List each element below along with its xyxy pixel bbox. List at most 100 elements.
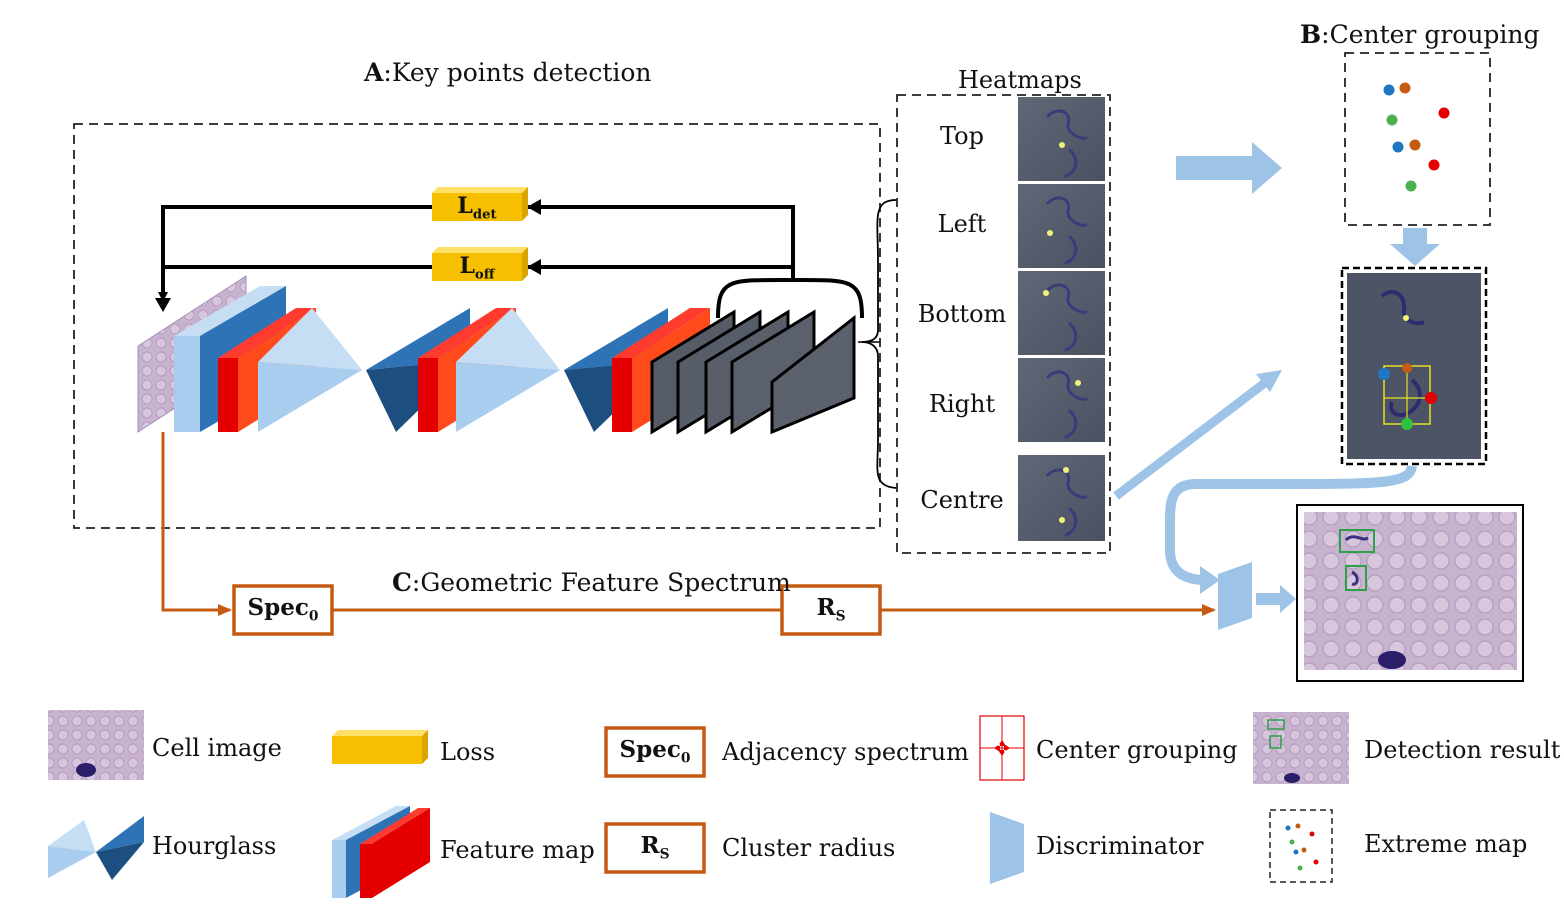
legend-spec0-label: Spec0 [619,736,691,767]
heatmap-left-image [1018,184,1105,268]
grouping-to-discriminator-arrowhead [1200,566,1220,594]
down-arrow [1390,228,1440,266]
grouping-centre-peak [1403,315,1409,321]
extreme-point [1428,159,1440,171]
heatmaps-title: Heatmaps [958,66,1082,94]
legend-rs-label: RS [640,832,670,863]
extreme-map-box [1344,52,1491,226]
legend-discriminator-label: Discriminator [1036,832,1204,860]
detection-box-2 [1345,565,1367,591]
grouping-point-right [1425,392,1437,404]
heatmap-top-image [1018,97,1105,181]
legend-hourglass-label: Hourglass [152,832,277,860]
spectrum-path-in [161,432,232,616]
heatmap-curly-brace [861,199,897,489]
extreme-points [1383,82,1450,192]
to-grouping-arrow [1176,142,1282,194]
rs-label: RS [816,594,846,625]
detection-result-image [1304,512,1517,670]
loss-det-label: Ldet [457,193,497,223]
legend-extreme-points [1285,823,1319,871]
heatmap-label-top: Top [940,122,984,150]
heatmap-bottom-image [1018,271,1105,355]
legend-feature-map-swatch [332,806,430,898]
legend-detection-result-label: Detection result [1364,736,1561,764]
heatmap-stack-brace [716,277,864,319]
key-points-detection-box [73,123,881,529]
detection-box-1 [1339,529,1375,553]
input-arrowhead [155,298,171,312]
section-a-prefix: A [364,58,384,87]
grouping-to-discriminator-arrow [1165,464,1417,585]
hourglass-3 [456,308,560,432]
heatmap-centre-image [1018,455,1105,541]
centre-to-grouping-arrow-shaft [1113,378,1269,500]
heatmap-label-centre: Centre [920,486,1004,514]
loss-arrowhead-det [527,199,541,215]
legend-cell-image-label: Cell image [152,734,282,762]
legend-loss-label: Loss [440,738,496,766]
legend-adjacency-spectrum-label: Adjacency spectrum [722,738,969,766]
loss-block-det [432,187,528,221]
extreme-point [1295,823,1301,829]
extreme-point [1392,141,1404,153]
discriminator [1218,562,1252,630]
heatmap-cell-shapes [1046,109,1088,537]
extreme-point [1409,139,1421,151]
heatmap-images [1018,97,1105,541]
extreme-point [1301,847,1307,853]
legend-spec0-swatch [604,726,706,778]
legend-cell-image-swatch [48,710,144,780]
legend-detection-box-2 [1269,735,1282,749]
extreme-point [1309,831,1315,837]
section-b-prefix: B [1300,20,1322,49]
legend-detection-lymphocyte [1284,773,1300,783]
extreme-point [1285,825,1291,831]
detection-cell-2 [1351,570,1359,586]
detection-cell-1 [1344,535,1369,542]
loss-off-label: Loff [459,253,495,283]
loss-arrowhead-off [527,259,541,275]
extreme-point [1386,114,1398,126]
heatmap-peaks [1043,142,1081,523]
legend-feature-map-label: Feature map [440,836,595,864]
spec0-label: Spec0 [247,594,319,625]
section-b-title: B:Center grouping [1300,20,1540,49]
extreme-point [1289,839,1295,845]
heatmaps-box [896,94,1111,554]
extreme-point [1399,82,1411,94]
legend-center-grouping-label: Center grouping [1036,736,1238,764]
discriminator-to-result-arrow [1256,585,1296,613]
extreme-point [1297,865,1303,871]
loss-feedback-loops [158,205,795,302]
legend-detection-result-swatch [1253,712,1349,784]
heatmap-label-right: Right [928,390,996,418]
grouping-point-left [1378,368,1390,380]
extreme-point [1405,180,1417,192]
rs-box [780,584,882,636]
grouping-cell-shape-1 [1380,290,1425,326]
hourglass-1 [258,308,362,432]
legend-loss-swatch [332,730,428,764]
detection-lymphocyte [1378,651,1406,669]
heatmap-stack [650,309,856,435]
centre-to-grouping-arrow-head [1256,370,1282,392]
section-c-text: :Geometric Feature Spectrum [411,568,791,597]
legend-rs-swatch [604,822,706,874]
grouping-cell-shape-2 [1389,378,1422,417]
heatmap-right-image [1018,358,1105,442]
legend-extreme-map-label: Extreme map [1364,830,1528,858]
extreme-point [1438,107,1450,119]
legend-hourglass-swatch [48,816,144,880]
legend-extreme-map-swatch [1269,809,1333,883]
grouping-point-top [1402,363,1412,373]
loss-block-off [432,247,528,281]
legend-cluster-radius-label: Cluster radius [722,834,896,862]
spec0-box [232,584,334,636]
section-b-text: :Center grouping [1321,20,1540,49]
section-c-title: C:Geometric Feature Spectrum [392,568,791,597]
section-c-prefix: C [392,568,412,597]
heatmap-label-left: Left [937,210,987,238]
center-grouping-image-frame [1340,266,1488,466]
extreme-point [1313,859,1319,865]
